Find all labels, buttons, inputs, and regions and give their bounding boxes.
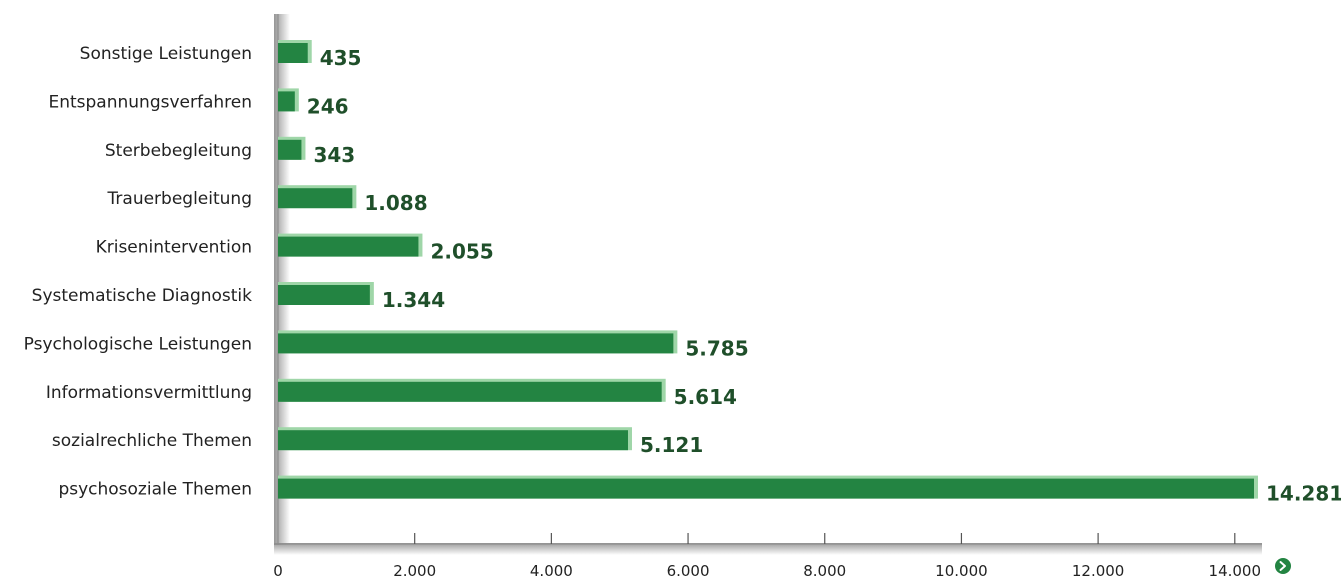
category-label: Psychologische Leistungen — [24, 334, 252, 354]
value-label: 343 — [313, 143, 355, 167]
value-labels: 435 246 343 1.088 2.055 1.344 5.785 5.614 5.121 1… — [307, 46, 1341, 506]
category-label: Krisenintervention — [96, 238, 252, 258]
bar — [278, 430, 628, 451]
bar — [278, 285, 370, 305]
x-tick-label: 0 — [273, 562, 283, 579]
value-label: 435 — [320, 46, 362, 70]
category-labels: Sonstige Leistungen Entspannungsverfahren… — [24, 44, 252, 500]
x-tick-label: 8.000 — [803, 562, 846, 579]
x-tick-label: 12.000 — [1072, 562, 1125, 579]
category-label: psychosoziale Themen — [58, 480, 252, 500]
bar — [278, 381, 662, 402]
axes — [274, 14, 1262, 555]
x-axis-shadow — [274, 543, 1262, 555]
bar — [278, 333, 674, 354]
category-label: Trauerbegleitung — [107, 189, 252, 209]
bar — [278, 139, 302, 160]
x-tick-label: 10.000 — [935, 562, 988, 579]
value-label: 1.344 — [382, 288, 445, 312]
value-label: 1.088 — [364, 191, 427, 215]
chevron-right-circle-icon — [1275, 558, 1291, 574]
bar — [278, 43, 308, 63]
x-axis-ticks: 0 2.000 4.000 6.000 8.000 10.000 12.000 14.000 — [273, 533, 1291, 579]
category-label: Systematische Diagnostik — [32, 286, 252, 306]
category-label: Sterbebegleitung — [105, 141, 252, 161]
bar — [278, 478, 1254, 499]
value-label: 2.055 — [430, 240, 493, 264]
value-label: 14.281 — [1266, 482, 1341, 506]
x-tick-label: 4.000 — [530, 562, 573, 579]
category-label: Informationsvermittlung — [46, 383, 252, 403]
value-label: 5.785 — [685, 336, 748, 360]
bar — [278, 188, 353, 209]
value-label: 246 — [307, 94, 349, 118]
x-tick-label: 14.000 — [1209, 562, 1262, 579]
x-tick-label: 6.000 — [667, 562, 710, 579]
x-tick-label: 2.000 — [393, 562, 436, 579]
bars — [278, 40, 1258, 499]
category-label: Sonstige Leistungen — [80, 44, 252, 64]
category-label: sozialrechliche Themen — [52, 431, 252, 451]
bar — [278, 236, 419, 257]
value-label: 5.121 — [640, 433, 703, 457]
category-label: Entspannungsverfahren — [48, 92, 252, 112]
value-label: 5.614 — [674, 385, 737, 409]
bar — [278, 91, 295, 112]
